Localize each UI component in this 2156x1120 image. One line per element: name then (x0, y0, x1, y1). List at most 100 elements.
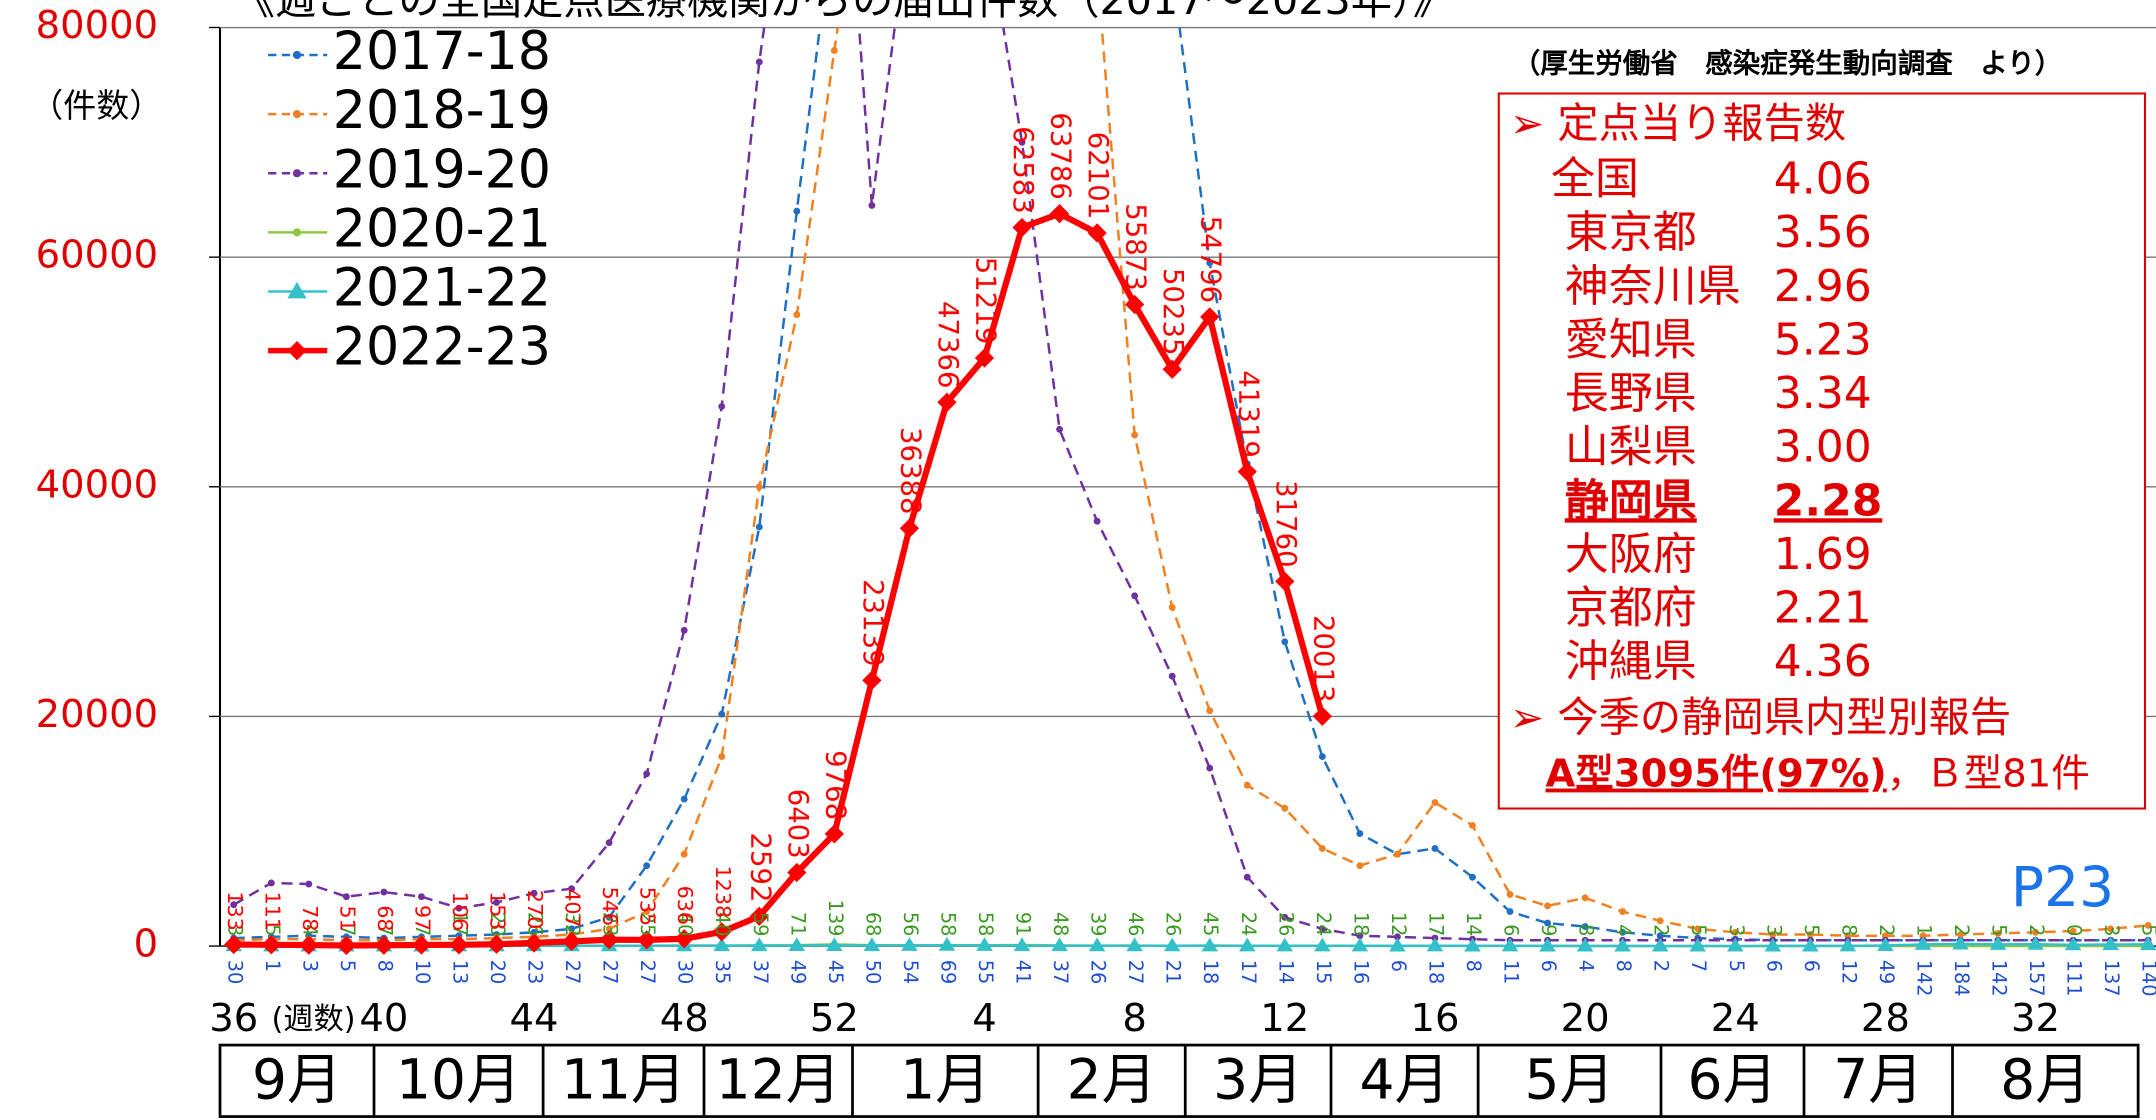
data-label: 45 (824, 960, 847, 985)
data-label: 68 (861, 912, 884, 937)
point (1206, 707, 1214, 715)
data-label: 8 (373, 960, 396, 972)
data-label: 48 (1049, 912, 1072, 937)
point (718, 402, 726, 410)
point (605, 839, 613, 847)
data-label: 15 (1312, 960, 1335, 985)
data-label: 24 (1237, 912, 1260, 937)
legend-marker (292, 228, 302, 237)
y-tick-label: 40000 (36, 462, 158, 507)
point (1018, 138, 1026, 146)
month-label: 6月 (1688, 1048, 1778, 1112)
x-tick-label: 4 (972, 996, 996, 1041)
point (418, 893, 425, 901)
point (1318, 925, 1326, 933)
data-label: 14 (1462, 912, 1485, 937)
info-region: 山梨県 (1565, 422, 1697, 473)
point (1769, 931, 1777, 939)
data-label: 142 (1988, 960, 2011, 997)
point (976, 937, 993, 951)
data-label: 7 (411, 924, 434, 936)
point (974, 348, 995, 368)
point (1200, 307, 1220, 327)
y-axis-label: （件数） (30, 86, 162, 125)
data-label: 636 (673, 886, 697, 925)
point (1281, 638, 1289, 646)
data-label: 49 (1875, 960, 1898, 985)
data-label: 12 (1837, 960, 1860, 985)
month-label: 3月 (1213, 1048, 1303, 1112)
data-label: 21 (1162, 960, 1185, 985)
point (1239, 937, 1256, 952)
x-axis-label: (週数) (271, 1002, 355, 1037)
point (2139, 936, 2156, 950)
data-label: 9 (1537, 924, 1560, 936)
data-label: 184 (1950, 960, 1973, 997)
data-label: 1 (261, 960, 284, 972)
point (599, 930, 619, 950)
point (830, 47, 838, 54)
info-region: 全国 (1551, 154, 1639, 205)
point (2107, 925, 2115, 933)
series-line (233, 27, 2149, 942)
x-tick-label: 16 (1410, 996, 1459, 1041)
x-tick-label: 36 (209, 996, 258, 1041)
point (868, 202, 876, 209)
point (267, 879, 275, 887)
point (826, 937, 843, 952)
data-label: 26 (1274, 912, 1297, 937)
data-label: 30 (674, 960, 697, 985)
month-label: 4月 (1360, 1048, 1450, 1112)
info-region: 静岡県 (1565, 475, 1697, 526)
data-label: 106 (448, 892, 472, 931)
data-label: 6 (1800, 960, 1823, 972)
point (1131, 592, 1139, 600)
point (568, 925, 576, 933)
data-label: 27 (599, 960, 622, 985)
point (680, 626, 688, 634)
legend-label: 2022-23 (333, 318, 551, 378)
point (530, 889, 538, 897)
point (755, 523, 763, 531)
point (713, 937, 730, 952)
point (1168, 603, 1176, 611)
x-tick-label: 40 (359, 996, 408, 1041)
data-label: 30 (223, 960, 246, 985)
point (230, 901, 238, 909)
data-label: 27 (636, 960, 659, 985)
info-value: 2.28 (1774, 475, 1883, 526)
info-region: 京都府 (1565, 583, 1697, 634)
legend-marker (287, 281, 307, 299)
data-label: 18 (1424, 960, 1447, 985)
info-value: 3.00 (1774, 422, 1872, 473)
data-label: 27 (1124, 960, 1147, 985)
y-tick-label: 0 (134, 922, 158, 967)
point (1318, 753, 1326, 761)
data-label: 4 (1575, 960, 1598, 972)
point (2069, 927, 2077, 935)
data-label: 26 (1087, 960, 1110, 985)
data-label: 6 (1387, 960, 1410, 972)
type-b: ，Ｂ型81件 (1887, 751, 2090, 796)
data-label: 6403 (782, 789, 814, 859)
x-tick-label: 44 (510, 996, 559, 1041)
point (1356, 862, 1364, 870)
point (1087, 223, 1107, 243)
point (411, 935, 432, 955)
point (1312, 706, 1332, 726)
data-label: 97 (410, 905, 434, 931)
source-note: （厚生労働省 感染症発生動向調査 より） (1513, 48, 2062, 80)
point (305, 880, 313, 888)
data-label: 8 (1612, 960, 1635, 972)
point (1314, 937, 1331, 952)
x-tick-label: 28 (1861, 996, 1910, 1041)
point (1206, 764, 1214, 772)
data-label: 40 (711, 912, 734, 937)
data-label: 407 (561, 888, 585, 927)
point (1957, 931, 1964, 939)
data-label: 56 (899, 912, 922, 937)
data-label: 18 (1349, 912, 1372, 937)
point (1163, 937, 1181, 952)
data-label: 18 (1199, 960, 1222, 985)
x-tick-label: 52 (810, 996, 859, 1041)
